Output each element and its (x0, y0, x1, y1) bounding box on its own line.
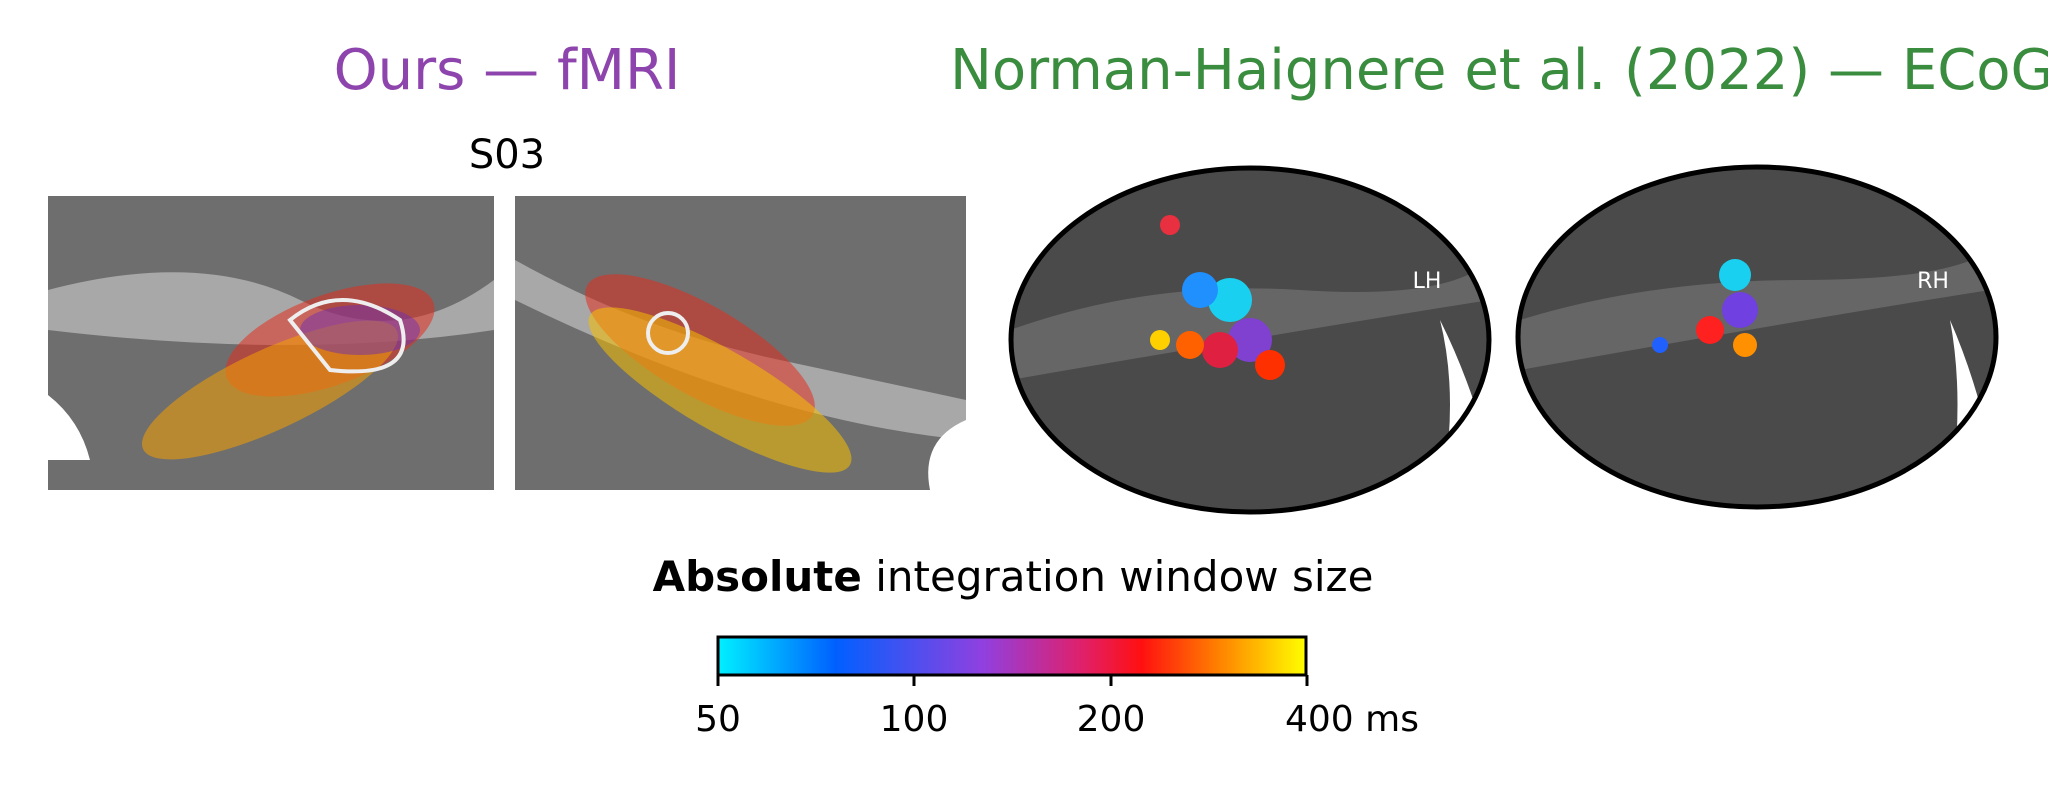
left-title: Ours — fMRI (334, 38, 681, 103)
colorbar-title-rest: integration window size (862, 552, 1374, 601)
colorbar (716, 635, 1308, 677)
colorbar-title: Absolute integration window size (653, 552, 1374, 601)
colorbar-ticks: 50 100 200 400 ms (695, 675, 1419, 740)
colorbar-title-bold: Absolute (653, 552, 862, 601)
hemisphere-label: RH (1917, 269, 1949, 294)
tick-label: 200 (1077, 699, 1146, 740)
brain-panel (48, 196, 494, 490)
tick-label: 100 (880, 699, 949, 740)
ecog-panel: RH (1515, 164, 1999, 510)
ecog-panel: LH (1008, 165, 1492, 515)
tick-label: 400 ms (1285, 699, 1419, 740)
subject-label: S03 (469, 132, 545, 178)
right-title: Norman-Haignere et al. (2022) — ECoG (950, 38, 2048, 103)
brain-panel (515, 196, 966, 490)
tick-label: 50 (695, 699, 741, 740)
hemisphere-label: LH (1413, 269, 1442, 294)
